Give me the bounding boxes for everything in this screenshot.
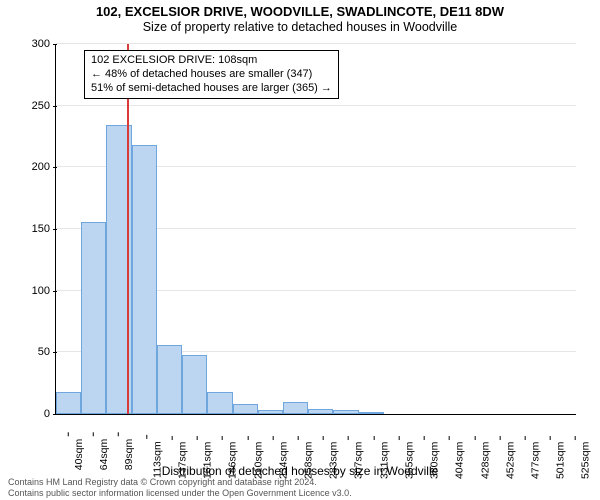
y-tick-label: 150 <box>10 223 56 235</box>
sub-title: Size of property relative to detached ho… <box>0 20 600 36</box>
footer-line-2: Contains public sector information licen… <box>8 488 592 498</box>
x-axis-label: Distribution of detached houses by size … <box>0 464 600 478</box>
y-tick-label: 0 <box>10 408 56 420</box>
histogram-bar <box>283 402 308 414</box>
annotation-line: ← 48% of detached houses are smaller (34… <box>91 68 332 82</box>
plot-area: 102 EXCELSIOR DRIVE: 108sqm← 48% of deta… <box>55 44 576 415</box>
histogram-bar <box>81 222 106 414</box>
gridline <box>56 105 576 106</box>
histogram-bar <box>333 410 358 414</box>
annotation-line: 51% of semi-detached houses are larger (… <box>91 82 332 96</box>
y-tick-label: 200 <box>10 161 56 173</box>
property-marker-line <box>127 44 129 414</box>
histogram-bar <box>233 404 258 414</box>
main-title: 102, EXCELSIOR DRIVE, WOODVILLE, SWADLIN… <box>0 4 600 20</box>
histogram-bar <box>132 145 157 414</box>
histogram-bar <box>182 355 207 414</box>
histogram-bar <box>308 409 333 414</box>
annotation-line: 102 EXCELSIOR DRIVE: 108sqm <box>91 54 332 68</box>
y-tick-label: 50 <box>10 346 56 358</box>
histogram-bar <box>56 392 81 414</box>
histogram-bar <box>207 392 232 414</box>
footer: Contains HM Land Registry data © Crown c… <box>8 477 592 498</box>
histogram-bar <box>258 410 283 414</box>
histogram-bar <box>157 345 182 414</box>
gridline <box>56 43 576 44</box>
titles: 102, EXCELSIOR DRIVE, WOODVILLE, SWADLIN… <box>0 4 600 36</box>
y-tick-label: 100 <box>10 285 56 297</box>
annotation-box: 102 EXCELSIOR DRIVE: 108sqm← 48% of deta… <box>84 50 339 99</box>
figure: 102, EXCELSIOR DRIVE, WOODVILLE, SWADLIN… <box>0 0 600 500</box>
y-tick-label: 300 <box>10 38 56 50</box>
footer-line-1: Contains HM Land Registry data © Crown c… <box>8 477 592 487</box>
y-tick-label: 250 <box>10 100 56 112</box>
histogram-bar <box>359 412 384 414</box>
